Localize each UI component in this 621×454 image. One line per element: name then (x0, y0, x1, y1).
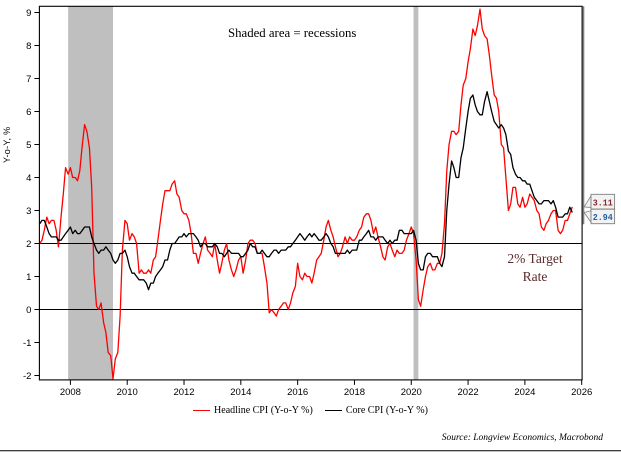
svg-text:2016: 2016 (287, 387, 308, 398)
svg-text:0: 0 (26, 305, 31, 316)
svg-text:1: 1 (26, 272, 31, 283)
svg-text:2020: 2020 (401, 387, 422, 398)
svg-text:-2: -2 (23, 371, 31, 382)
svg-text:5: 5 (26, 140, 31, 151)
svg-text:2010: 2010 (117, 387, 138, 398)
svg-text:2018: 2018 (344, 387, 365, 398)
svg-text:-1: -1 (23, 338, 31, 349)
svg-text:3.11: 3.11 (593, 197, 613, 208)
svg-text:8: 8 (26, 41, 31, 52)
svg-text:3: 3 (26, 206, 31, 217)
svg-text:2026: 2026 (571, 387, 592, 398)
svg-text:2022: 2022 (458, 387, 479, 398)
svg-text:4: 4 (26, 173, 31, 184)
svg-text:2008: 2008 (60, 387, 81, 398)
svg-text:2014: 2014 (230, 387, 251, 398)
svg-text:7: 7 (26, 74, 31, 85)
svg-text:9: 9 (26, 8, 31, 19)
svg-text:2012: 2012 (173, 387, 194, 398)
svg-text:2.94: 2.94 (593, 212, 613, 223)
svg-text:2: 2 (26, 239, 31, 250)
svg-text:2024: 2024 (514, 387, 535, 398)
svg-text:6: 6 (26, 107, 31, 118)
